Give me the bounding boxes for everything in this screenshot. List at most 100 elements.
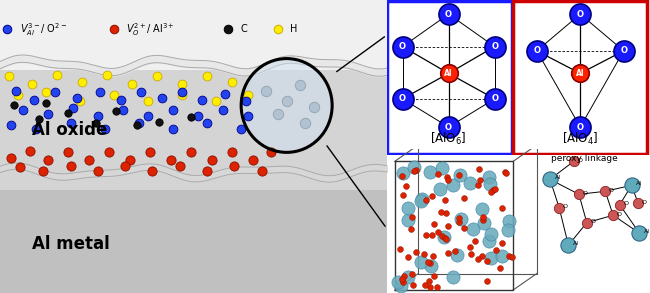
Text: H: H [291, 24, 298, 34]
Point [441, 211, 451, 215]
Point [424, 261, 435, 265]
Point [575, 125, 586, 130]
Point [497, 241, 508, 246]
Point [488, 187, 498, 192]
Point [406, 215, 417, 220]
Point [497, 206, 508, 211]
Point [504, 254, 514, 258]
Point [65, 163, 76, 168]
Point [309, 105, 319, 109]
Point [403, 217, 413, 222]
Point [43, 112, 53, 117]
Text: O: O [577, 122, 584, 132]
Point [72, 96, 83, 100]
Point [428, 274, 439, 278]
Text: O: O [642, 200, 647, 205]
Bar [0, 190, 387, 293]
Point [434, 229, 444, 234]
Point [120, 163, 130, 168]
Point [443, 12, 454, 16]
Point [500, 171, 511, 175]
Point [266, 150, 276, 155]
Text: O: O [399, 94, 406, 103]
Point [408, 165, 419, 170]
Point [240, 99, 251, 103]
Point [397, 280, 408, 284]
Point [495, 266, 505, 271]
Point [425, 285, 436, 289]
Point [256, 169, 267, 174]
Point [116, 97, 126, 102]
Text: Al: Al [576, 69, 584, 78]
Text: O: O [617, 212, 622, 217]
Point [401, 184, 411, 188]
Point [109, 27, 119, 32]
Point [211, 99, 221, 103]
Point [455, 172, 465, 177]
Text: O: O [577, 10, 584, 19]
Point [300, 121, 310, 125]
Point [454, 173, 464, 177]
Text: O: O [620, 46, 627, 55]
Point [74, 99, 85, 103]
Text: O: O [582, 191, 588, 196]
Point [40, 100, 51, 105]
Point [99, 127, 110, 131]
Point [500, 170, 510, 175]
Point [421, 283, 431, 287]
Point [476, 206, 487, 211]
Point [13, 93, 23, 98]
Point [428, 253, 438, 258]
Point [459, 226, 469, 230]
Point [403, 275, 413, 280]
Bar [0, 0, 387, 70]
Point [92, 113, 103, 118]
Point [426, 264, 436, 269]
Point [143, 99, 153, 103]
Point [29, 97, 39, 102]
Point [506, 255, 517, 260]
Point [459, 196, 469, 200]
Point [143, 113, 153, 118]
Point [6, 156, 17, 161]
Point [34, 116, 44, 121]
Point [473, 257, 484, 261]
Point [407, 272, 417, 277]
Text: O: O [577, 158, 582, 163]
Point [484, 182, 495, 187]
Point [165, 157, 176, 162]
Point [118, 108, 128, 112]
Point [177, 93, 187, 98]
Point [443, 178, 453, 183]
Text: C: C [240, 24, 247, 34]
Point [134, 121, 144, 125]
Point [456, 217, 467, 222]
Point [192, 113, 203, 118]
Point [421, 233, 432, 238]
Point [174, 163, 185, 168]
Point [574, 192, 584, 197]
Text: O: O [609, 188, 614, 193]
Point [243, 93, 254, 98]
Text: O: O [623, 201, 629, 206]
Point [497, 254, 508, 258]
Point [168, 127, 178, 131]
Point [222, 27, 233, 32]
Point [477, 253, 488, 258]
Text: Al oxide: Al oxide [32, 121, 107, 139]
Point [408, 283, 418, 287]
Point [479, 220, 489, 225]
Point [454, 220, 464, 225]
Point [63, 110, 73, 115]
Point [411, 168, 421, 172]
Point [25, 149, 35, 153]
Point [502, 227, 513, 232]
Point [243, 113, 254, 118]
Text: [AlO$_6$]: [AlO$_6$] [430, 131, 467, 147]
Point [600, 189, 610, 194]
Text: O: O [445, 122, 452, 132]
Point [443, 125, 454, 130]
Point [16, 165, 26, 169]
Point [198, 97, 208, 102]
Point [31, 127, 42, 131]
